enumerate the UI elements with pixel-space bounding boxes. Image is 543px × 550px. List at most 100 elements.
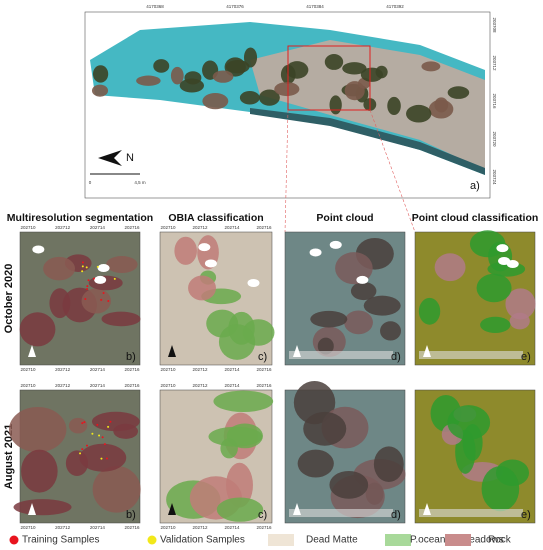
y-tick-label: 203712 bbox=[492, 55, 497, 71]
sample bbox=[85, 266, 88, 269]
sample bbox=[101, 436, 104, 439]
bright-spot bbox=[329, 240, 342, 249]
mosaic-channel bbox=[250, 108, 485, 175]
bright-spot bbox=[309, 248, 322, 257]
patch bbox=[418, 297, 441, 325]
patch bbox=[434, 253, 466, 282]
patch bbox=[218, 324, 256, 360]
patch bbox=[113, 423, 139, 439]
panel-tick: 202710 bbox=[20, 383, 36, 388]
scale-zero: 0 bbox=[89, 180, 92, 185]
panel-tick: 202712 bbox=[55, 367, 71, 372]
panel-tick: 202714 bbox=[90, 383, 106, 388]
panel-tick: 202716 bbox=[124, 383, 140, 388]
sample bbox=[91, 432, 94, 435]
panel: b) 202710 202710 202712 202712 202714 202714 20… bbox=[8, 383, 141, 530]
panel-tick: 202716 bbox=[124, 225, 140, 230]
meadow-patch bbox=[179, 78, 205, 93]
meadow-patch bbox=[274, 82, 300, 97]
bright-spot bbox=[97, 264, 110, 273]
panel-tick: 202710 bbox=[160, 525, 176, 530]
bright-spot bbox=[356, 275, 369, 284]
panel-tick: 202710 bbox=[160, 225, 176, 230]
panel-tick: 202710 bbox=[160, 367, 176, 372]
meadow-patch bbox=[243, 47, 258, 68]
bright-spot bbox=[204, 259, 217, 268]
zoom-box bbox=[287, 45, 371, 111]
meadow-patch bbox=[170, 66, 184, 85]
meadow-patch bbox=[421, 61, 441, 72]
meadow-patch bbox=[342, 62, 367, 75]
panel-tick: 202714 bbox=[90, 367, 106, 372]
sample bbox=[96, 265, 99, 268]
meadow-patch bbox=[447, 86, 470, 99]
scale-length: 4,5 m bbox=[134, 180, 146, 185]
column-title: Point cloud classification bbox=[412, 212, 539, 224]
orthomosaic bbox=[84, 11, 491, 199]
patch bbox=[19, 312, 56, 347]
meadow-patch bbox=[258, 89, 280, 106]
x-tick-label: 4170384 bbox=[306, 4, 324, 9]
sample bbox=[87, 279, 90, 282]
patch bbox=[21, 449, 58, 493]
panel-tick: 202714 bbox=[224, 367, 240, 372]
panel-tick: 202712 bbox=[192, 525, 208, 530]
sample bbox=[81, 265, 84, 268]
sample bbox=[113, 277, 116, 280]
panel-letter: c) bbox=[258, 351, 267, 363]
patch bbox=[350, 281, 377, 301]
panel: e) bbox=[414, 230, 536, 366]
meadow-patch bbox=[92, 65, 109, 83]
sample bbox=[86, 287, 89, 290]
panel-tick: 202716 bbox=[256, 367, 272, 372]
patch bbox=[480, 316, 511, 334]
patch bbox=[68, 417, 88, 434]
y-tick-label: 203716 bbox=[492, 93, 497, 109]
patch bbox=[43, 256, 76, 281]
y-tick-label: 203720 bbox=[492, 131, 497, 147]
north-arrow bbox=[98, 150, 122, 166]
north-mark bbox=[423, 345, 431, 357]
sample bbox=[92, 277, 95, 280]
sample bbox=[83, 421, 86, 424]
legend-label: Dead Matte bbox=[306, 535, 358, 546]
legend-label: Validation Samples bbox=[160, 535, 245, 546]
north-mark bbox=[423, 503, 431, 515]
north-mark bbox=[28, 345, 36, 357]
patch bbox=[101, 311, 141, 327]
patch bbox=[481, 466, 520, 512]
north-mark bbox=[293, 503, 301, 515]
bright-spot bbox=[498, 256, 511, 265]
patch bbox=[92, 465, 141, 513]
patch bbox=[188, 275, 216, 301]
patch bbox=[344, 310, 373, 335]
zoom-line bbox=[369, 109, 416, 233]
sample bbox=[107, 425, 110, 428]
meadow-patch bbox=[387, 96, 401, 116]
panel-letter: d) bbox=[391, 351, 401, 363]
sample bbox=[100, 457, 103, 460]
sample bbox=[81, 422, 84, 425]
panel: e) bbox=[414, 389, 536, 524]
legend-marker bbox=[9, 535, 19, 545]
sample bbox=[79, 452, 82, 455]
patch bbox=[213, 390, 274, 413]
meadow-patch bbox=[136, 75, 161, 86]
patch bbox=[8, 406, 67, 453]
patch bbox=[380, 321, 402, 341]
sample bbox=[84, 298, 87, 301]
patch bbox=[106, 256, 138, 274]
panel-letter: e) bbox=[521, 509, 531, 521]
legend-swatch bbox=[385, 534, 411, 546]
panel-tick: 202710 bbox=[20, 525, 36, 530]
panel-letter: a) bbox=[470, 180, 480, 192]
panel-tick: 202714 bbox=[224, 383, 240, 388]
legend-marker bbox=[147, 535, 157, 545]
patch bbox=[208, 426, 263, 447]
y-tick-label: 203708 bbox=[492, 17, 497, 33]
patch bbox=[216, 497, 264, 522]
panel-tick: 202712 bbox=[192, 383, 208, 388]
sample bbox=[81, 270, 84, 273]
patch bbox=[13, 499, 72, 516]
